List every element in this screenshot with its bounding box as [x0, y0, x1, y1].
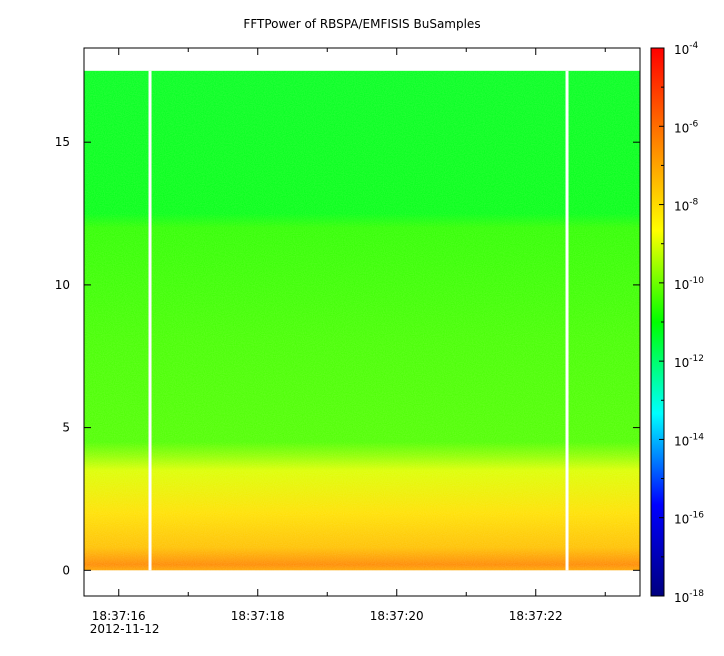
x-tick-label: 18:37:20 — [370, 609, 424, 623]
spectrogram-area — [84, 48, 640, 596]
data-gap-0 — [148, 70, 152, 571]
y-tick-label: 10 — [55, 278, 70, 292]
plot-frame — [83, 47, 641, 597]
x-tick-label: 18:37:18 — [231, 609, 285, 623]
x-date-label: 2012-11-12 — [90, 622, 160, 636]
colorbar-tick-label: 10-10 — [674, 276, 704, 292]
y-tick-label: 15 — [55, 135, 70, 149]
colorbar-tick-label: 10-18 — [674, 589, 704, 605]
y-tick-label: 0 — [62, 563, 70, 577]
colorbar: 10-4 10-6 10-8 10-10 10-12 10-14 10-16 10-18 — [650, 41, 704, 605]
axes: 0 5 10 15 18:37:16 18:37:18 18:37:20 18:37:22 20… — [55, 47, 641, 636]
x-tick-label: 18:37:22 — [509, 609, 563, 623]
spectrogram-texture — [84, 70, 640, 571]
colorbar-tick-label: 10-12 — [674, 354, 704, 370]
x-tick-label: 18:37:16 — [92, 609, 146, 623]
chart-title: FFTPower of RBSPA/EMFISIS BuSamples — [243, 17, 481, 31]
colorbar-tick-label: 10-16 — [674, 511, 704, 527]
colorbar-tick-label: 10-6 — [674, 119, 699, 135]
y-tick-label: 5 — [62, 421, 70, 435]
colorbar-tick-label: 10-14 — [674, 432, 704, 448]
colorbar-tick-label: 10-8 — [674, 198, 699, 214]
data-gap-1 — [565, 70, 569, 571]
colorbar-tick-label: 10-4 — [674, 41, 699, 57]
